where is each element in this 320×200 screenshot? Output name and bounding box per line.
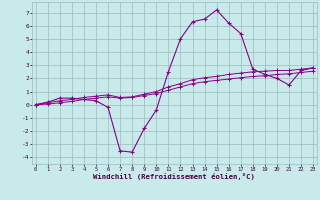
X-axis label: Windchill (Refroidissement éolien,°C): Windchill (Refroidissement éolien,°C) [93,173,255,180]
